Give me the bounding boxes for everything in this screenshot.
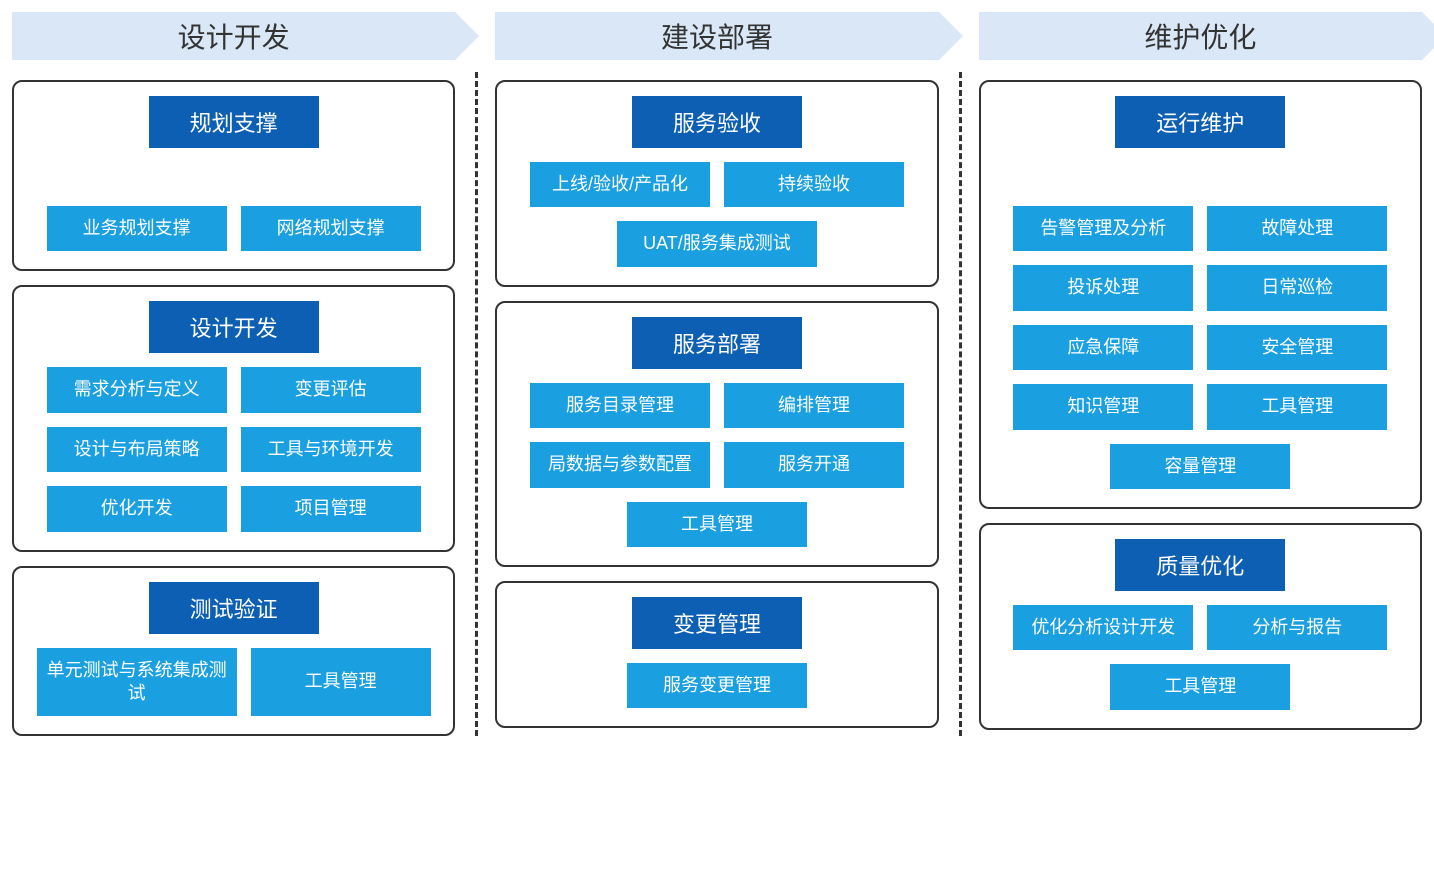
- item: 上线/验收/产品化: [530, 162, 710, 207]
- group-box-design: 设计开发 需求分析与定义 变更评估 设计与布局策略 工具与环境开发 优化开发 项…: [12, 285, 455, 551]
- phase-header-3: 维护优化: [979, 12, 1422, 60]
- group-box-testing: 测试验证 单元测试与系统集成测试 工具管理: [12, 566, 455, 737]
- items-grid: 业务规划支撑 网络规划支撑: [32, 206, 435, 251]
- item: 工具管理: [1207, 384, 1387, 429]
- item: 编排管理: [724, 383, 904, 428]
- phase-title: 建设部署: [661, 16, 773, 56]
- item: 业务规划支撑: [47, 206, 227, 251]
- item: 需求分析与定义: [47, 367, 227, 412]
- item: UAT/服务集成测试: [617, 221, 817, 266]
- item: 故障处理: [1207, 206, 1387, 251]
- group-title: 服务验收: [632, 96, 802, 148]
- phase-column-2: 建设部署 服务验收 上线/验收/产品化 持续验收 UAT/服务集成测试 服务部署…: [495, 12, 938, 736]
- item: 服务开通: [724, 442, 904, 487]
- group-box-acceptance: 服务验收 上线/验收/产品化 持续验收 UAT/服务集成测试: [495, 80, 938, 287]
- group-box-maintenance: 运行维护 告警管理及分析 故障处理 投诉处理 日常巡检 应急保障 安全管理 知识…: [979, 80, 1422, 509]
- items-grid: 上线/验收/产品化 持续验收 UAT/服务集成测试: [515, 162, 918, 267]
- item: 服务变更管理: [627, 663, 807, 708]
- group-title: 运行维护: [1115, 96, 1285, 148]
- group-title: 规划支撑: [149, 96, 319, 148]
- items-grid: 服务目录管理 编排管理 局数据与参数配置 服务开通 工具管理: [515, 383, 918, 547]
- group-box-planning: 规划支撑 业务规划支撑 网络规划支撑: [12, 80, 455, 271]
- phase-column-3: 维护优化 运行维护 告警管理及分析 故障处理 投诉处理 日常巡检 应急保障 安全…: [979, 12, 1422, 736]
- item: 优化分析设计开发: [1013, 605, 1193, 650]
- divider-2: [939, 12, 979, 736]
- item: 变更评估: [241, 367, 421, 412]
- item: 单元测试与系统集成测试: [37, 648, 237, 717]
- group-box-change: 变更管理 服务变更管理: [495, 581, 938, 728]
- group-title: 服务部署: [632, 317, 802, 369]
- group-title: 测试验证: [149, 582, 319, 634]
- phase-title: 设计开发: [178, 16, 290, 56]
- phase-title: 维护优化: [1144, 16, 1256, 56]
- items-grid: 需求分析与定义 变更评估 设计与布局策略 工具与环境开发 优化开发 项目管理: [32, 367, 435, 531]
- group-box-deployment: 服务部署 服务目录管理 编排管理 局数据与参数配置 服务开通 工具管理: [495, 301, 938, 567]
- item: 持续验收: [724, 162, 904, 207]
- item: 网络规划支撑: [241, 206, 421, 251]
- group-title: 质量优化: [1115, 539, 1285, 591]
- item: 工具与环境开发: [241, 427, 421, 472]
- item: 应急保障: [1013, 325, 1193, 370]
- phase-header-1: 设计开发: [12, 12, 455, 60]
- item: 安全管理: [1207, 325, 1387, 370]
- item: 局数据与参数配置: [530, 442, 710, 487]
- item: 工具管理: [251, 648, 431, 717]
- item: 工具管理: [1110, 664, 1290, 709]
- item: 优化开发: [47, 486, 227, 531]
- item: 投诉处理: [1013, 265, 1193, 310]
- item: 设计与布局策略: [47, 427, 227, 472]
- items-grid: 服务变更管理: [515, 663, 918, 708]
- phase-header-2: 建设部署: [495, 12, 938, 60]
- item: 告警管理及分析: [1013, 206, 1193, 251]
- group-title: 设计开发: [149, 301, 319, 353]
- phase-column-1: 设计开发 规划支撑 业务规划支撑 网络规划支撑 设计开发 需求分析与定义 变更评…: [12, 12, 455, 736]
- item: 服务目录管理: [530, 383, 710, 428]
- item: 日常巡检: [1207, 265, 1387, 310]
- diagram-container: 设计开发 规划支撑 业务规划支撑 网络规划支撑 设计开发 需求分析与定义 变更评…: [12, 12, 1422, 736]
- item: 知识管理: [1013, 384, 1193, 429]
- divider-1: [455, 12, 495, 736]
- items-grid: 告警管理及分析 故障处理 投诉处理 日常巡检 应急保障 安全管理 知识管理 工具…: [999, 206, 1402, 489]
- group-box-quality: 质量优化 优化分析设计开发 分析与报告 工具管理: [979, 523, 1422, 730]
- item: 分析与报告: [1207, 605, 1387, 650]
- item: 工具管理: [627, 502, 807, 547]
- items-grid: 单元测试与系统集成测试 工具管理: [32, 648, 435, 717]
- item: 容量管理: [1110, 444, 1290, 489]
- items-grid: 优化分析设计开发 分析与报告 工具管理: [999, 605, 1402, 710]
- item: 项目管理: [241, 486, 421, 531]
- group-title: 变更管理: [632, 597, 802, 649]
